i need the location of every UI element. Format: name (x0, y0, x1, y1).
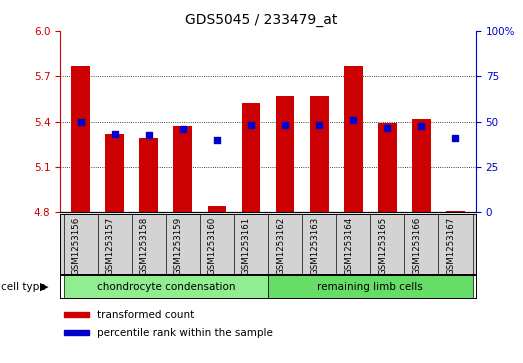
Text: GSM1253157: GSM1253157 (106, 217, 115, 275)
Text: GSM1253167: GSM1253167 (447, 217, 456, 275)
Bar (140, 138, 158, 212)
Text: GDS5045 / 233479_at: GDS5045 / 233479_at (185, 13, 338, 27)
Point (247, 122, 255, 127)
Point (349, 117, 357, 123)
Text: GSM1253165: GSM1253165 (378, 217, 388, 275)
Text: ▶: ▶ (40, 282, 48, 291)
Bar (208, 206, 226, 212)
Bar (71, 66, 90, 212)
Text: GSM1253161: GSM1253161 (242, 217, 251, 275)
Text: GSM1253164: GSM1253164 (344, 217, 353, 275)
Point (383, 125, 392, 131)
Point (213, 137, 221, 143)
Bar (446, 211, 465, 212)
Point (179, 126, 187, 132)
Point (76, 119, 85, 125)
Text: transformed count: transformed count (97, 310, 195, 319)
Text: GSM1253158: GSM1253158 (140, 217, 149, 275)
Bar (412, 119, 431, 212)
Text: cell type: cell type (1, 282, 46, 291)
Text: GSM1253166: GSM1253166 (413, 217, 422, 275)
Point (451, 135, 460, 141)
Text: chondrocyte condensation: chondrocyte condensation (97, 282, 235, 291)
Text: GSM1253162: GSM1253162 (276, 217, 285, 275)
Text: GSM1253163: GSM1253163 (310, 217, 319, 275)
Point (315, 122, 323, 127)
Point (417, 123, 426, 129)
Bar (378, 123, 396, 212)
Text: percentile rank within the sample: percentile rank within the sample (97, 328, 273, 338)
Bar (64, 330, 89, 335)
Bar (105, 134, 124, 212)
Bar (310, 96, 328, 212)
Bar (268, 275, 472, 298)
Point (281, 122, 289, 127)
Bar (174, 126, 192, 212)
Point (110, 131, 119, 136)
Point (144, 132, 153, 138)
Text: GSM1253160: GSM1253160 (208, 217, 217, 275)
Bar (242, 103, 260, 212)
Bar (276, 96, 294, 212)
Bar (344, 66, 362, 212)
Bar (64, 311, 89, 317)
Bar (64, 275, 268, 298)
Text: remaining limb cells: remaining limb cells (317, 282, 423, 291)
Text: GSM1253156: GSM1253156 (72, 217, 81, 275)
Text: GSM1253159: GSM1253159 (174, 217, 183, 275)
